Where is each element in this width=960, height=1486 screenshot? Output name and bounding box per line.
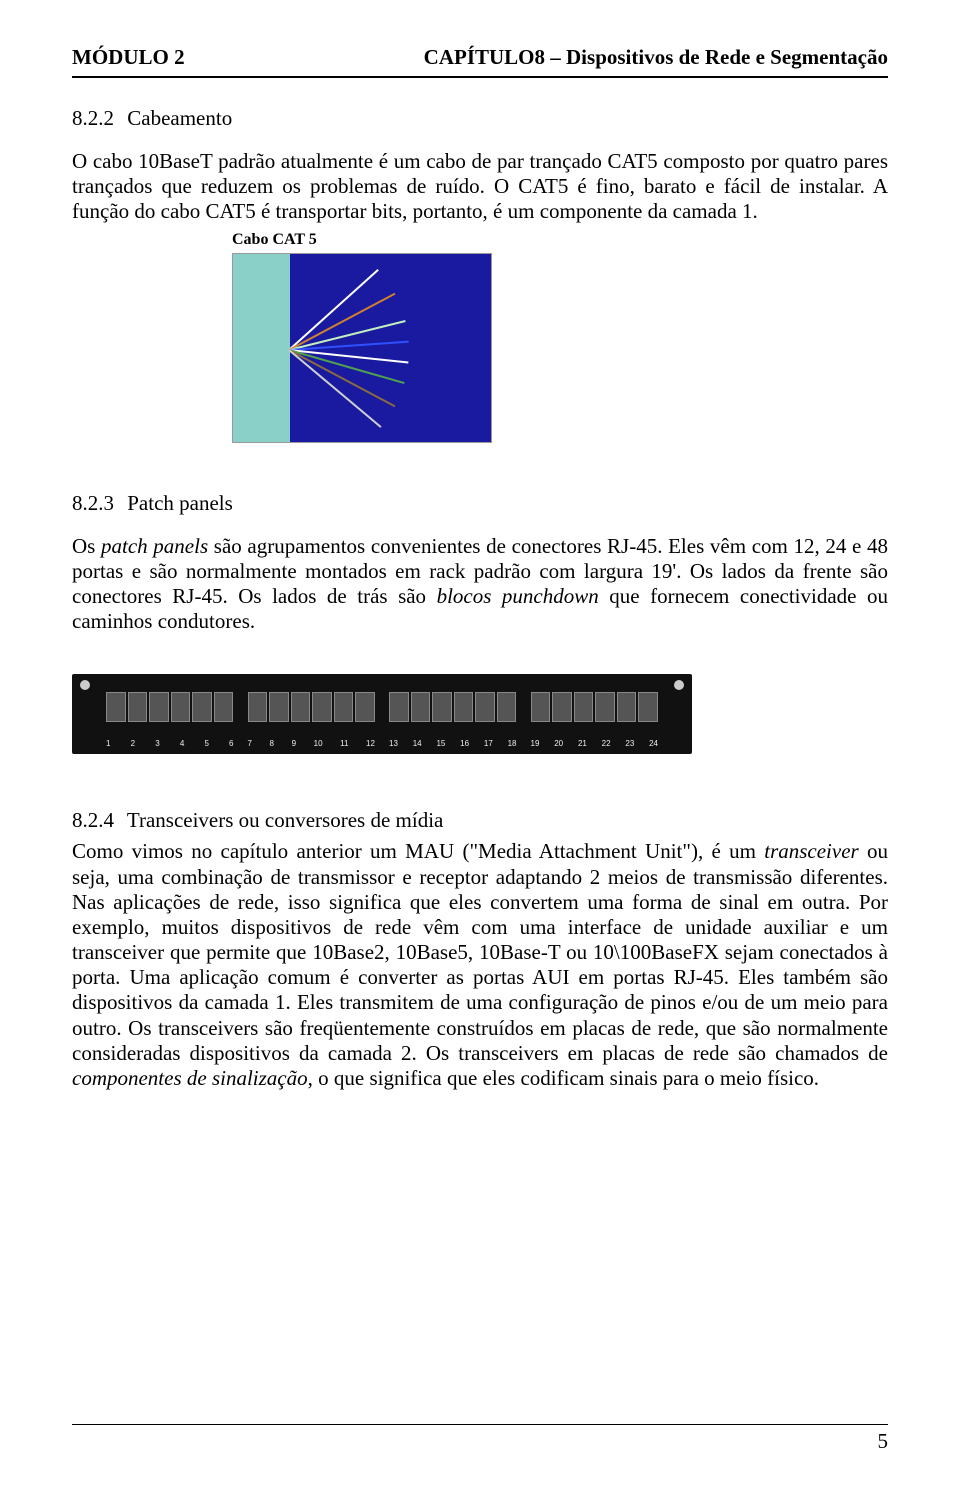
section-heading: Patch panels [127, 491, 233, 515]
italic-term: patch panels [101, 534, 208, 558]
section-824-paragraph: Como vimos no capítulo anterior um MAU (… [72, 839, 888, 1091]
section-heading: Cabeamento [127, 106, 232, 130]
header-module: MÓDULO 2 [72, 45, 185, 70]
italic-term: transceiver [764, 839, 858, 863]
section-822-title: 8.2.2 Cabeamento [72, 106, 888, 131]
header-chapter: CAPÍTULO8 – Dispositivos de Rede e Segme… [424, 45, 888, 70]
header-rule [72, 76, 888, 78]
cable-image [232, 253, 492, 443]
section-822-paragraph: O cabo 10BaseT padrão atualmente é um ca… [72, 149, 888, 225]
cable-caption: Cabo CAT 5 [72, 231, 888, 249]
section-number: 8.2.4 [72, 808, 122, 833]
section-number: 8.2.3 [72, 491, 122, 516]
section-824-title: 8.2.4 Transceivers ou conversores de míd… [72, 808, 888, 833]
section-823-title: 8.2.3 Patch panels [72, 491, 888, 516]
section-823-paragraph: Os patch panels são agrupamentos conveni… [72, 534, 888, 635]
page-footer: 5 [72, 1424, 888, 1454]
italic-term: blocos punchdown [437, 584, 599, 608]
section-number: 8.2.2 [72, 106, 122, 131]
section-heading: Transceivers ou conversores de mídia [127, 808, 443, 832]
italic-term: componentes de sinalização [72, 1066, 308, 1090]
page-number: 5 [72, 1429, 888, 1454]
page-header: MÓDULO 2 CAPÍTULO8 – Dispositivos de Red… [72, 45, 888, 70]
patch-panel-image: 123456789101112131415161718192021222324 [72, 674, 692, 754]
footer-rule [72, 1424, 888, 1425]
